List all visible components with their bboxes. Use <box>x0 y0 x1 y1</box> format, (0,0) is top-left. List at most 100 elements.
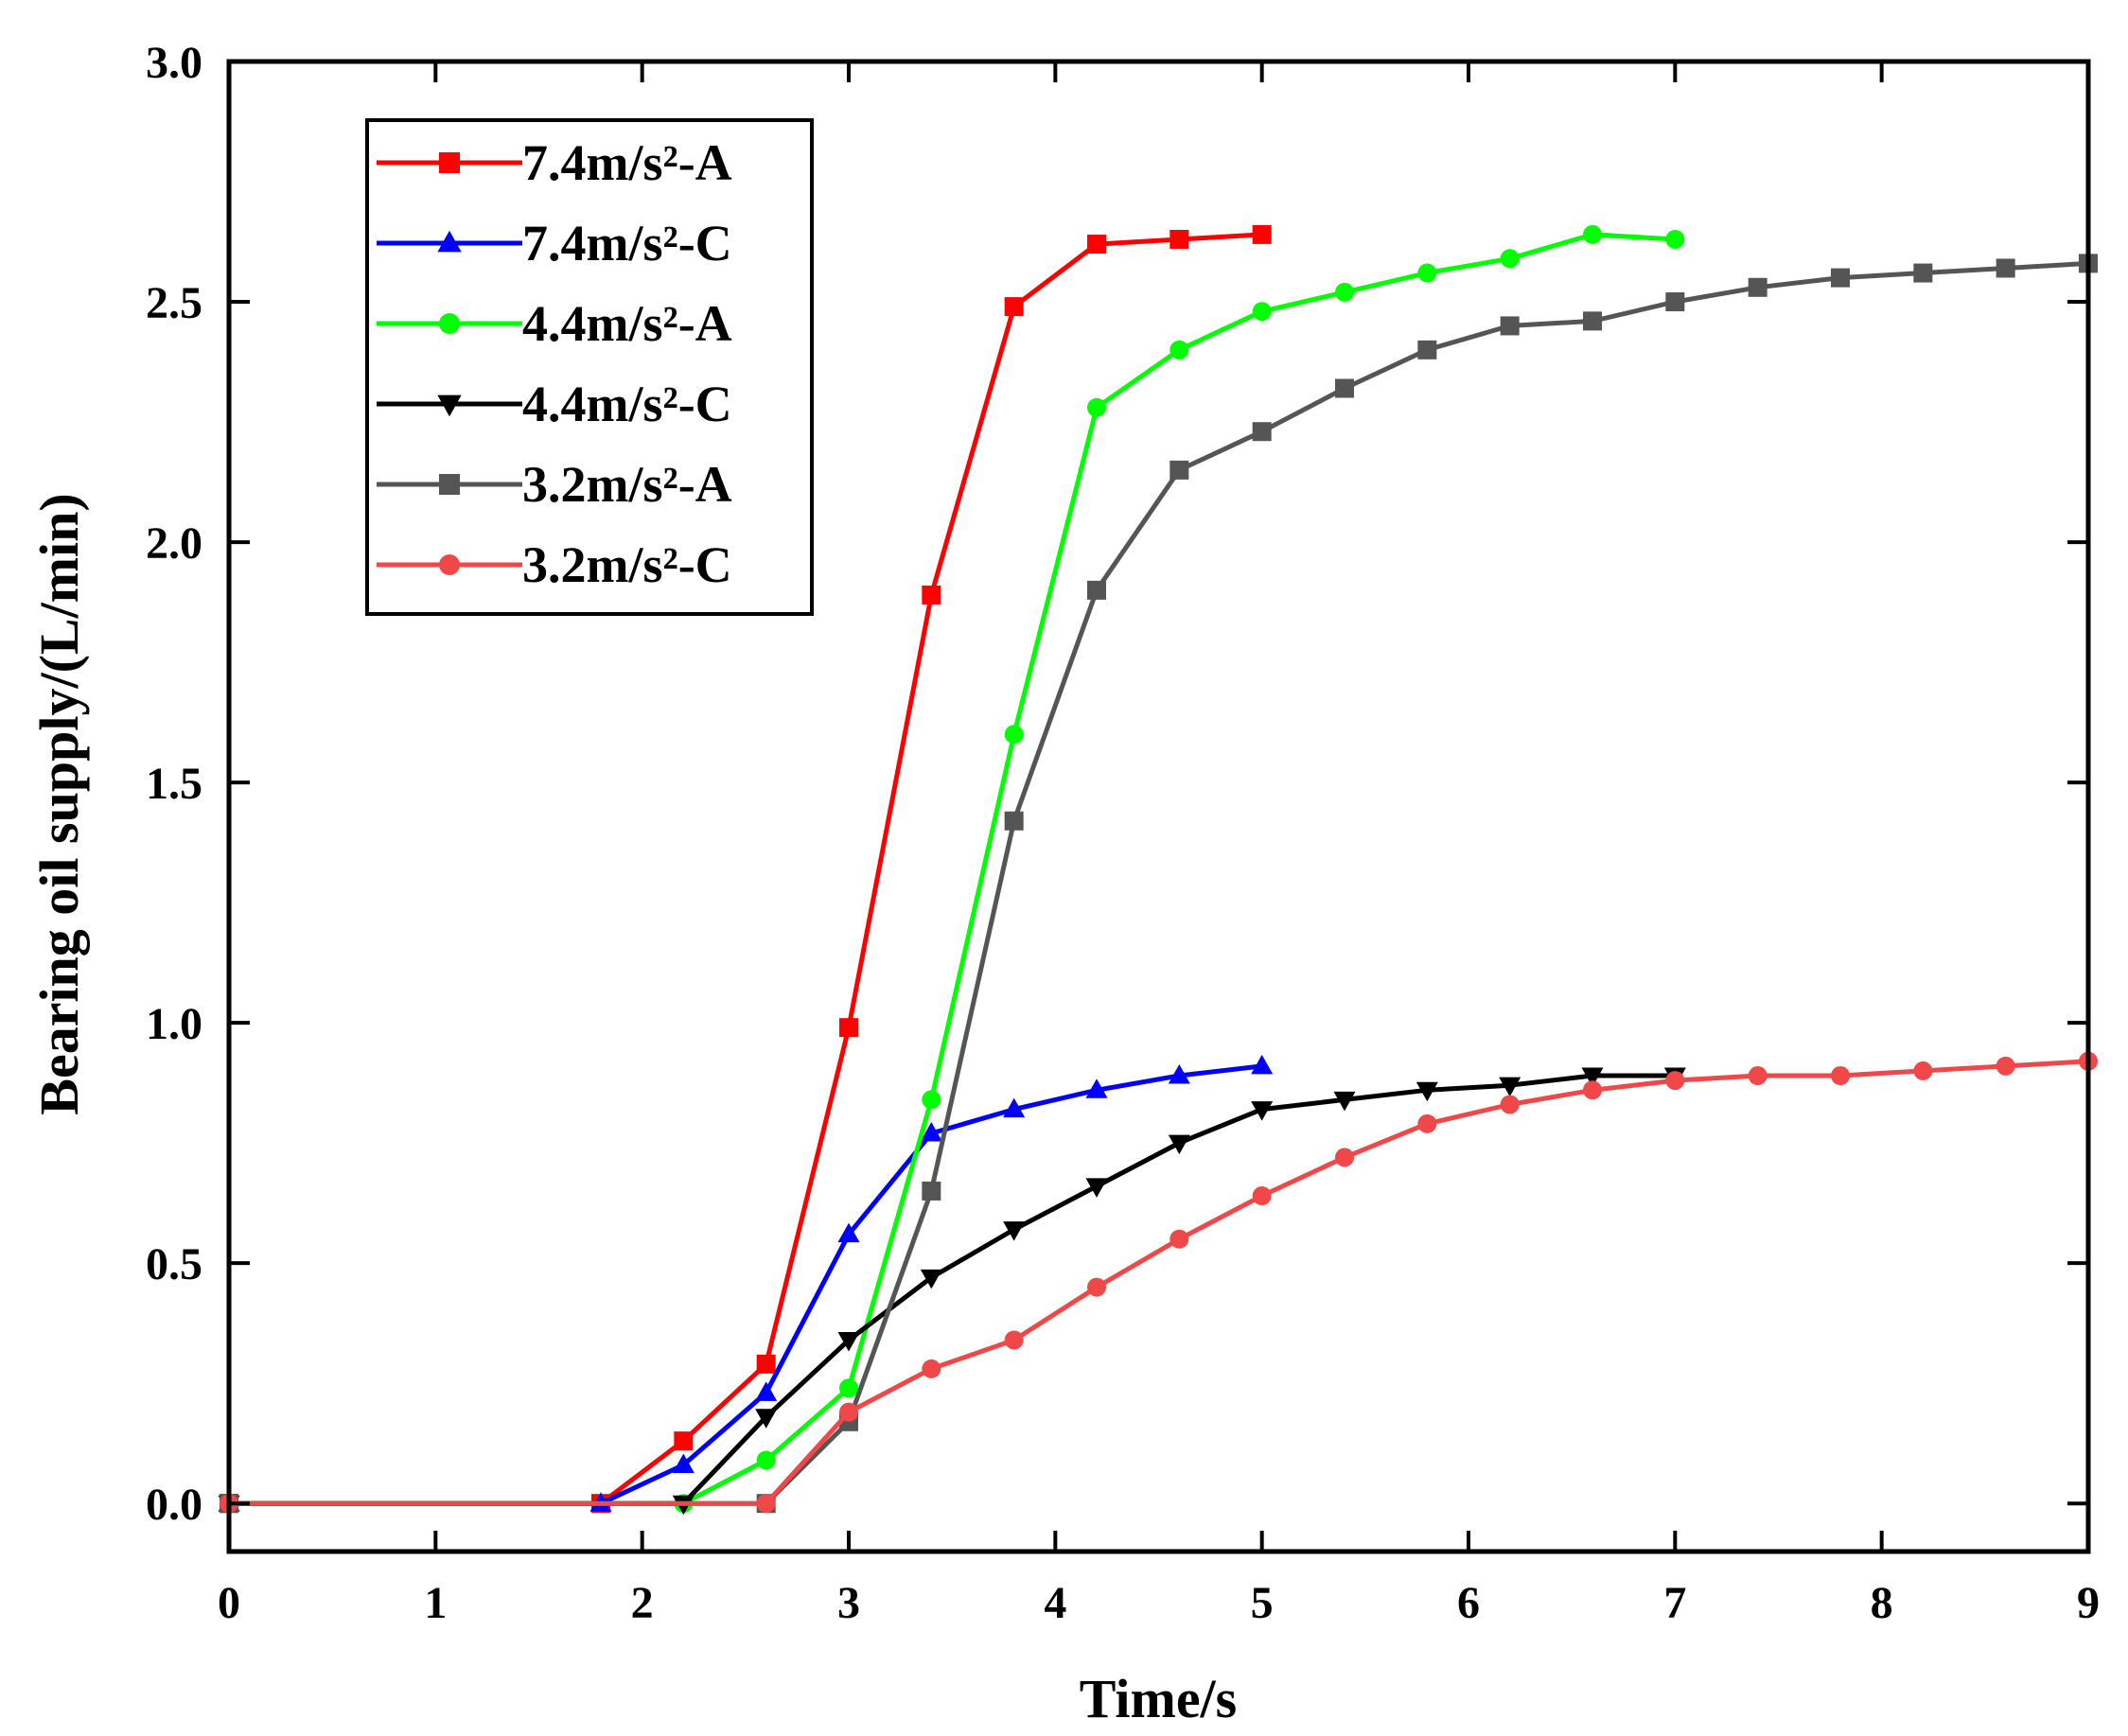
data-point-4-4m-s2-c-9 <box>1333 1091 1356 1112</box>
data-point-3-2m-s2-a-15 <box>1913 263 1933 283</box>
data-point-4-4m-s2-a-3 <box>839 1378 858 1398</box>
data-point-7-4m-s2-a-2 <box>674 1431 694 1451</box>
data-point-3-2m-s2-c-10 <box>1500 1095 1520 1114</box>
data-point-7-4m-s2-a-9 <box>1252 224 1272 244</box>
data-point-4-4m-s2-a-11 <box>1500 249 1520 269</box>
data-point-3-2m-s2-c-8 <box>1335 1148 1354 1167</box>
legend-items: 7.4m/s²-A 7.4m/s²-C 4.4m/s²-A 4.4m/s²-C 3.2m… <box>377 134 732 593</box>
data-point-4-4m-s2-a-13 <box>1665 229 1685 249</box>
y-tick-label-0: 0.0 <box>146 1480 202 1530</box>
data-point-3-2m-s2-a-7 <box>1252 422 1272 442</box>
data-point-3-2m-s2-c-13 <box>1748 1066 1767 1086</box>
data-point-3-2m-s2-a-6 <box>1170 460 1189 480</box>
legend-label-3-2m-s2-a: 3.2m/s²-A <box>522 456 732 513</box>
data-point-3-2m-s2-a-13 <box>1748 277 1767 297</box>
x-tick-label-7: 7 <box>1663 1578 1686 1628</box>
data-point-3-2m-s2-c-4 <box>1004 1330 1024 1350</box>
data-point-7-4m-s2-c-5 <box>920 1121 942 1142</box>
data-point-3-2m-s2-a-5 <box>1087 580 1106 600</box>
data-point-3-2m-s2-c-14 <box>1831 1066 1850 1086</box>
x-tick-label-6: 6 <box>1457 1578 1480 1628</box>
data-point-3-2m-s2-c-1 <box>756 1494 776 1514</box>
series-line-4-4m-s2-c <box>229 1073 1676 1506</box>
x-tick-label-3: 3 <box>837 1578 860 1628</box>
data-point-7-4m-s2-c-2 <box>672 1453 695 1474</box>
data-point-7-4m-s2-c-6 <box>1003 1097 1026 1118</box>
data-point-3-2m-s2-c-16 <box>1996 1056 2015 1076</box>
data-point-3-2m-s2-c-6 <box>1170 1229 1189 1249</box>
data-point-4-4m-s2-a-12 <box>1583 224 1602 244</box>
legend-marker-3-2m-s2-c <box>439 554 460 575</box>
legend-label-4-4m-s2-c: 4.4m/s²-C <box>522 376 732 432</box>
data-point-7-4m-s2-c-8 <box>1168 1064 1190 1084</box>
y-tick-label-0.5: 0.5 <box>146 1239 202 1289</box>
data-point-7-4m-s2-a-7 <box>1087 235 1106 254</box>
y-tick-label-2: 2.0 <box>146 518 202 569</box>
data-point-7-4m-s2-a-4 <box>839 1018 858 1038</box>
data-point-3-2m-s2-c-2 <box>839 1402 858 1422</box>
data-point-4-4m-s2-c-10 <box>1416 1081 1438 1102</box>
data-point-3-2m-s2-c-3 <box>922 1359 941 1378</box>
data-point-4-4m-s2-a-5 <box>1004 725 1024 745</box>
series-line-7-4m-s2-c <box>229 1063 1262 1506</box>
data-point-3-2m-s2-c-11 <box>1583 1080 1602 1100</box>
data-point-3-2m-s2-a-3 <box>922 1181 941 1201</box>
x-tick-label-1: 1 <box>424 1578 447 1628</box>
data-point-7-4m-s2-c-9 <box>1251 1054 1274 1075</box>
data-point-7-4m-s2-a-8 <box>1170 229 1189 249</box>
legend-label-3-2m-s2-c: 3.2m/s²-C <box>522 536 732 593</box>
legend-marker-3-2m-s2-a <box>439 474 460 495</box>
data-point-7-4m-s2-c-4 <box>837 1222 860 1243</box>
data-point-7-4m-s2-c-7 <box>1085 1078 1108 1098</box>
legend-marker-4-4m-s2-a <box>439 313 460 334</box>
x-tick-label-8: 8 <box>1871 1578 1893 1628</box>
data-point-4-4m-s2-c-3 <box>837 1331 860 1352</box>
data-point-4-4m-s2-a-7 <box>1170 340 1189 359</box>
y-tick-label-1.5: 1.5 <box>146 759 202 809</box>
series-4-4m-s2-c <box>218 1067 1686 1516</box>
legend-marker-7-4m-s2-c <box>437 230 462 253</box>
data-point-7-4m-s2-c-3 <box>755 1381 778 1401</box>
data-point-4-4m-s2-c-7 <box>1168 1134 1190 1155</box>
data-point-3-2m-s2-c-12 <box>1665 1071 1685 1091</box>
y-tick-label-1: 1.0 <box>146 999 202 1049</box>
data-point-4-4m-s2-c-2 <box>755 1409 778 1429</box>
data-point-4-4m-s2-a-6 <box>1087 397 1106 417</box>
data-point-3-2m-s2-a-8 <box>1335 378 1354 398</box>
data-point-3-2m-s2-a-11 <box>1583 311 1602 331</box>
legend-marker-7-4m-s2-a <box>439 152 460 173</box>
y-tick-label-2.5: 2.5 <box>146 278 202 328</box>
data-point-4-4m-s2-c-8 <box>1251 1101 1274 1121</box>
series-3-2m-s2-c <box>220 1051 2098 1514</box>
x-tick-label-4: 4 <box>1044 1578 1066 1628</box>
data-point-7-4m-s2-a-3 <box>756 1354 776 1374</box>
data-point-4-4m-s2-a-8 <box>1252 302 1272 322</box>
data-point-4-4m-s2-a-9 <box>1335 282 1354 302</box>
data-point-7-4m-s2-a-5 <box>922 585 941 605</box>
series-line-4-4m-s2-a <box>229 232 1676 1506</box>
data-point-4-4m-s2-c-5 <box>1003 1221 1026 1241</box>
x-tick-label-2: 2 <box>631 1578 654 1628</box>
x-tick-label-5: 5 <box>1251 1578 1274 1628</box>
data-point-4-4m-s2-c-11 <box>1499 1077 1521 1097</box>
y-tick-label-3: 3.0 <box>146 38 202 88</box>
data-point-3-2m-s2-a-4 <box>1004 811 1024 831</box>
data-point-4-4m-s2-c-6 <box>1085 1178 1108 1198</box>
x-axis-title: Time/s <box>1080 1668 1238 1729</box>
series-line-7-4m-s2-a <box>229 232 1262 1506</box>
y-axis-title: Bearing oil supply/(L/min) <box>28 493 90 1114</box>
x-tick-label-0: 0 <box>218 1578 240 1628</box>
legend-box <box>365 118 814 616</box>
legend-marker-4-4m-s2-c <box>437 395 462 417</box>
legend-label-4-4m-s2-a: 4.4m/s²-A <box>522 295 732 352</box>
data-point-4-4m-s2-c-12 <box>1581 1067 1604 1088</box>
legend-label-7-4m-s2-c: 7.4m/s²-C <box>522 215 732 272</box>
series-line-3-2m-s2-c <box>229 1059 2089 1506</box>
data-point-3-2m-s2-a-12 <box>1665 292 1685 312</box>
data-point-4-4m-s2-a-4 <box>922 1090 941 1110</box>
data-point-3-2m-s2-a-9 <box>1417 340 1437 359</box>
series-7-4m-s2-c <box>218 1054 1274 1512</box>
data-point-7-4m-s2-a-6 <box>1004 297 1024 317</box>
legend-label-7-4m-s2-a: 7.4m/s²-A <box>522 134 732 191</box>
